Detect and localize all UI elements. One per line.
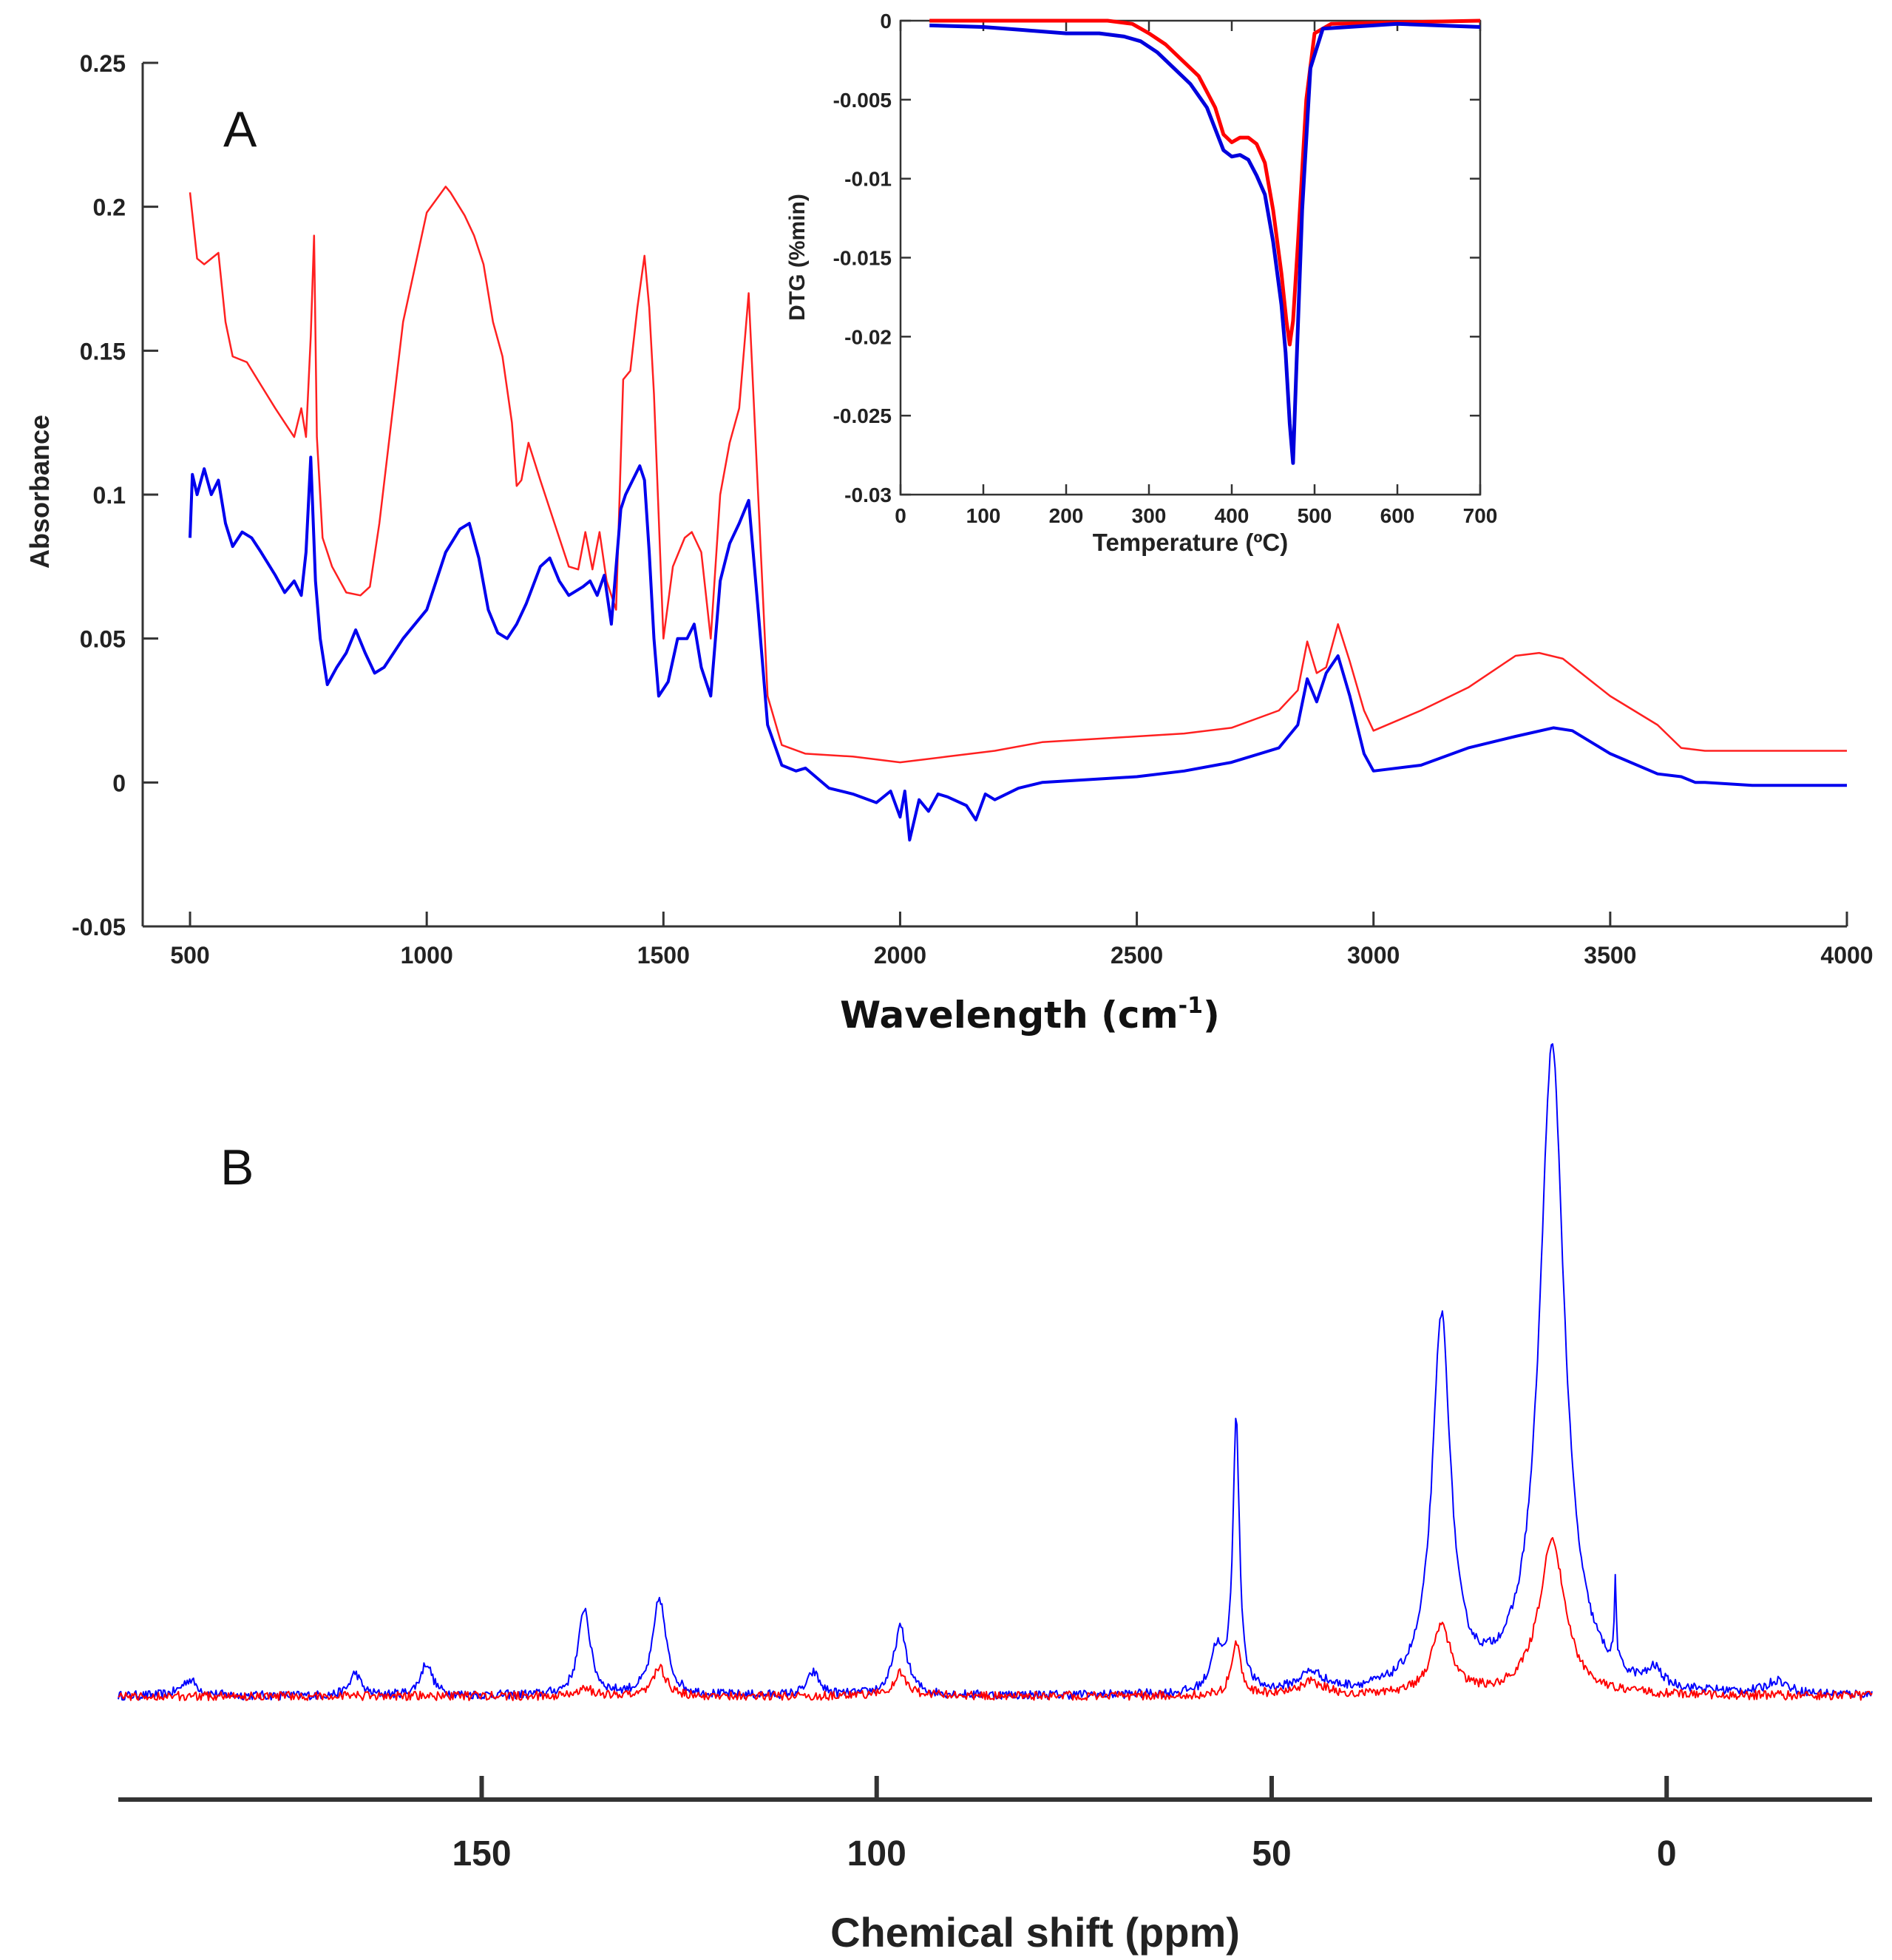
ftir-series: [189, 186, 1847, 842]
nmr-series-red: [118, 1536, 1873, 1701]
ftir-x-label-sup: -1: [1179, 993, 1203, 1019]
ftir-y-ticks: -0.05 0 0.05 0.1 0.15 0.2 0.25: [72, 50, 158, 940]
ftir-y-tick-label: 0.15: [80, 338, 126, 364]
ftir-x-tick-label: 4000: [1820, 942, 1873, 969]
panel-a-label: A: [223, 101, 257, 157]
ftir-y-label: Absorbance: [24, 415, 55, 569]
dtg-x-tick-label: 200: [1049, 504, 1084, 527]
ftir-series-blue: [189, 455, 1847, 842]
nmr-x-tick-label: 50: [1252, 1834, 1291, 1873]
nmr-x-tick-label: 0: [1657, 1834, 1677, 1873]
ftir-y-tick-label: 0.1: [93, 482, 126, 509]
ftir-x-tick-label: 500: [170, 942, 209, 969]
dtg-frame: [899, 19, 1482, 496]
nmr-series-blue: [118, 1043, 1873, 1701]
dtg-x-tick-label: 100: [966, 504, 1001, 527]
ftir-x-tick-label: 3500: [1584, 942, 1636, 969]
panel-b-label: B: [220, 1139, 254, 1196]
ftir-x-label: Wavelength (cm-1): [840, 993, 1220, 1037]
ftir-x-ticks: 500 1000 1500 2000 2500 3000 3500 4000: [170, 912, 1874, 969]
dtg-inset-chart: -0.03 -0.025 -0.02 -0.015 -0.01 -0.005 0 0 100 2…: [785, 10, 1497, 556]
ftir-x-tick-label: 2500: [1111, 942, 1163, 969]
dtg-x-tick-label: 500: [1298, 504, 1332, 527]
nmr-x-label: Chemical shift (ppm): [830, 1909, 1240, 1956]
dtg-y-tick-label: -0.015: [833, 247, 892, 270]
nmr-x-tick-label: 150: [452, 1834, 511, 1873]
nmr-chart: B 150 100 50 0 Chemical shift (ppm): [118, 1043, 1873, 1956]
dtg-x-tick-label: 400: [1215, 504, 1250, 527]
dtg-y-ticks: -0.03 -0.025 -0.02 -0.015 -0.01 -0.005 0: [833, 10, 1480, 506]
dtg-series-red: [929, 18, 1481, 347]
dtg-series-blue: [929, 21, 1481, 465]
dtg-y-tick-label: -0.005: [833, 89, 892, 112]
ftir-y-tick-label: 0.2: [93, 194, 126, 221]
nmr-x-tick-label: 100: [847, 1834, 906, 1873]
dtg-series: [929, 18, 1481, 465]
dtg-y-tick-label: -0.01: [844, 168, 892, 191]
ftir-x-tick-label: 1500: [637, 942, 690, 969]
ftir-x-tick-label: 3000: [1347, 942, 1400, 969]
ftir-y-tick-label: 0.05: [80, 626, 126, 653]
dtg-y-label: DTG (%min): [785, 194, 810, 321]
ftir-y-tick-label: 0: [112, 770, 126, 796]
ftir-x-label-end: ): [1203, 994, 1220, 1037]
dtg-x-label: Temperature (ºC): [1093, 529, 1288, 556]
nmr-series: [118, 1043, 1873, 1701]
ftir-x-label-main: Wavelength (cm: [840, 994, 1179, 1037]
dtg-x-tick-label: 0: [895, 504, 906, 527]
dtg-x-tick-label: 700: [1463, 504, 1498, 527]
dtg-x-tick-label: 600: [1380, 504, 1415, 527]
dtg-x-ticks: 0 100 200 300 400 500 600 700: [895, 21, 1497, 527]
ftir-x-tick-label: 2000: [874, 942, 926, 969]
dtg-y-tick-label: -0.03: [844, 484, 892, 506]
dtg-x-tick-label: 300: [1132, 504, 1167, 527]
ftir-y-tick-label: 0.25: [80, 50, 126, 77]
dtg-y-tick-label: -0.025: [833, 404, 892, 427]
dtg-y-tick-label: -0.02: [844, 325, 892, 348]
nmr-x-ticks: 150 100 50 0: [452, 1776, 1677, 1873]
dtg-y-tick-label: 0: [880, 10, 892, 33]
ftir-series-red: [189, 186, 1847, 764]
ftir-y-tick-label: -0.05: [72, 914, 126, 940]
ftir-x-tick-label: 1000: [401, 942, 453, 969]
